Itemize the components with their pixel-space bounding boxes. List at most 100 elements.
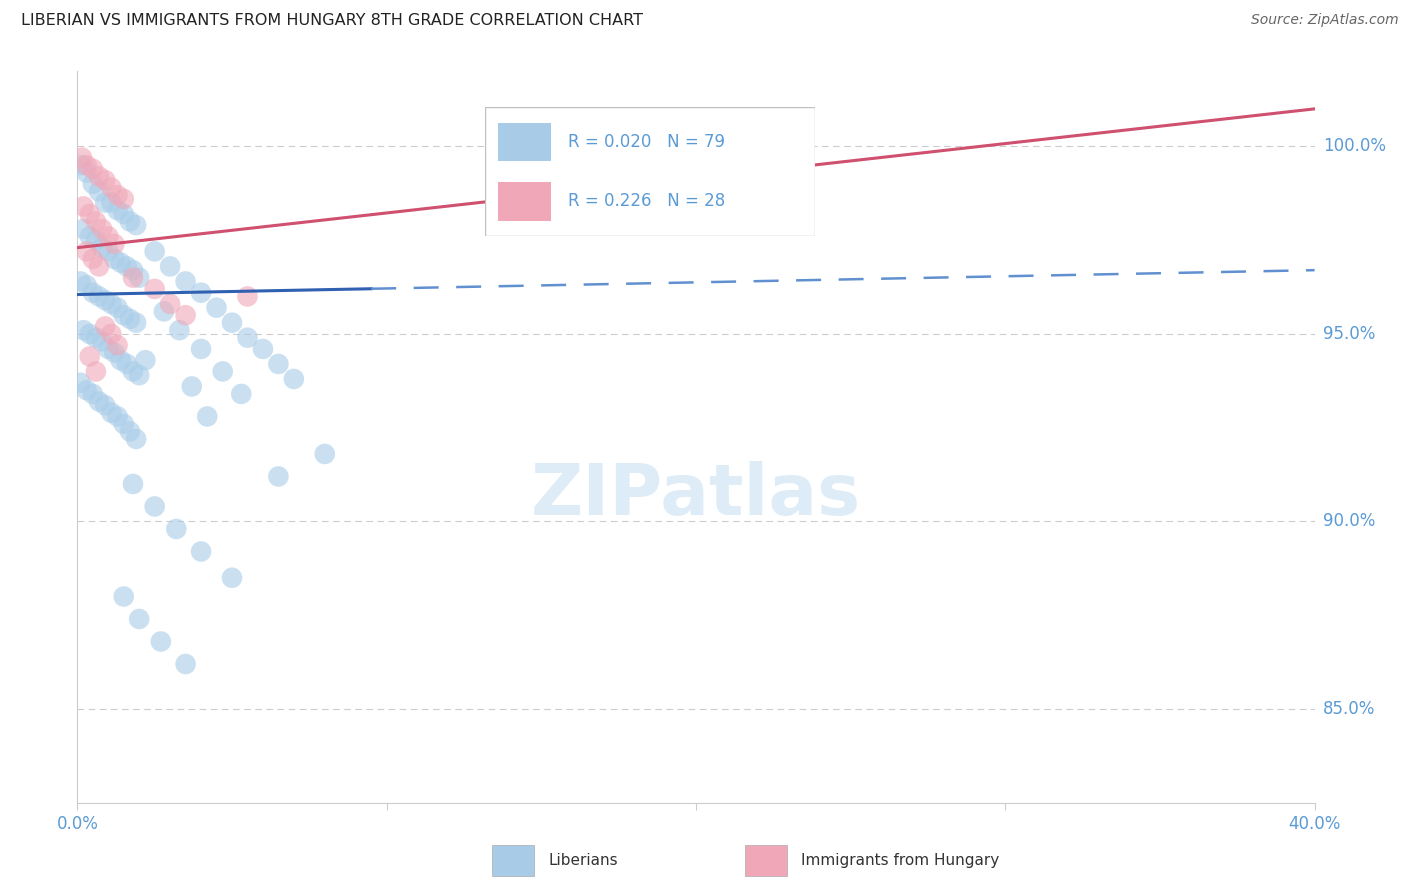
Point xyxy=(149,634,172,648)
Point xyxy=(231,387,253,401)
Point xyxy=(112,192,135,206)
Point xyxy=(107,301,129,315)
Point xyxy=(100,326,122,341)
Point xyxy=(125,218,148,232)
Point xyxy=(97,229,120,244)
Point xyxy=(112,207,135,221)
Bar xyxy=(745,846,787,876)
Text: R = 0.020   N = 79: R = 0.020 N = 79 xyxy=(568,133,724,151)
Point xyxy=(69,376,91,390)
Point xyxy=(115,357,138,371)
Point xyxy=(174,657,197,671)
Point xyxy=(76,383,98,397)
Point xyxy=(236,289,259,303)
Point xyxy=(100,195,122,210)
Point xyxy=(84,214,107,228)
Bar xyxy=(498,182,551,221)
Point xyxy=(103,236,125,251)
Point xyxy=(82,387,104,401)
Point xyxy=(100,297,122,311)
Text: Liberians: Liberians xyxy=(548,854,619,868)
Point xyxy=(84,364,107,378)
Point xyxy=(87,260,110,274)
Point xyxy=(165,522,187,536)
Point xyxy=(79,229,101,244)
Point xyxy=(70,158,93,172)
Point xyxy=(87,169,110,184)
Point xyxy=(267,357,290,371)
Point xyxy=(76,166,98,180)
Point xyxy=(72,323,94,337)
Point xyxy=(87,289,110,303)
Point xyxy=(112,590,135,604)
Point xyxy=(97,342,120,356)
Point xyxy=(267,469,290,483)
Point xyxy=(84,233,107,247)
Point xyxy=(118,425,141,439)
Point xyxy=(115,260,138,274)
Text: LIBERIAN VS IMMIGRANTS FROM HUNGARY 8TH GRADE CORRELATION CHART: LIBERIAN VS IMMIGRANTS FROM HUNGARY 8TH … xyxy=(21,13,643,29)
Point xyxy=(118,312,141,326)
Point xyxy=(134,353,156,368)
Point xyxy=(72,199,94,213)
Point xyxy=(205,301,228,315)
Point xyxy=(314,447,336,461)
Point xyxy=(128,270,150,285)
Point xyxy=(91,222,114,236)
Point xyxy=(125,432,148,446)
Point xyxy=(82,252,104,266)
Point xyxy=(174,308,197,322)
Point xyxy=(118,214,141,228)
Point xyxy=(143,500,166,514)
Point xyxy=(128,612,150,626)
Point xyxy=(79,350,101,364)
Text: 85.0%: 85.0% xyxy=(1323,700,1375,718)
Point xyxy=(79,326,101,341)
Point xyxy=(153,304,176,318)
Point xyxy=(97,244,120,259)
Point xyxy=(747,120,769,135)
Point xyxy=(195,409,218,424)
Point xyxy=(76,244,98,259)
Point xyxy=(159,297,181,311)
Point xyxy=(112,308,135,322)
Text: 90.0%: 90.0% xyxy=(1323,513,1375,531)
Point xyxy=(190,285,212,300)
Text: R = 0.226   N = 28: R = 0.226 N = 28 xyxy=(568,193,725,211)
Bar xyxy=(498,122,551,161)
Point xyxy=(94,173,117,187)
Point xyxy=(107,409,129,424)
Text: 100.0%: 100.0% xyxy=(1323,137,1386,155)
Text: 95.0%: 95.0% xyxy=(1323,325,1375,343)
Point xyxy=(82,177,104,191)
Point xyxy=(252,342,274,356)
Point xyxy=(122,477,145,491)
Point xyxy=(110,353,132,368)
Point xyxy=(107,338,129,352)
Point xyxy=(159,260,181,274)
Text: Immigrants from Hungary: Immigrants from Hungary xyxy=(801,854,1000,868)
Point xyxy=(112,417,135,431)
Point xyxy=(94,293,117,308)
Point xyxy=(236,331,259,345)
Point xyxy=(94,319,117,334)
Point xyxy=(100,180,122,194)
Point xyxy=(107,188,129,202)
Point xyxy=(94,398,117,412)
Point xyxy=(169,323,191,337)
Point xyxy=(94,195,117,210)
Point xyxy=(122,270,145,285)
Point xyxy=(76,278,98,293)
Point xyxy=(221,571,243,585)
Point xyxy=(283,372,305,386)
Point xyxy=(82,285,104,300)
Point xyxy=(190,544,212,558)
Point xyxy=(122,364,145,378)
Point xyxy=(76,158,98,172)
Point xyxy=(128,368,150,383)
Point xyxy=(84,331,107,345)
Point xyxy=(91,334,114,349)
Point xyxy=(107,203,129,218)
Point xyxy=(91,241,114,255)
Point xyxy=(79,207,101,221)
